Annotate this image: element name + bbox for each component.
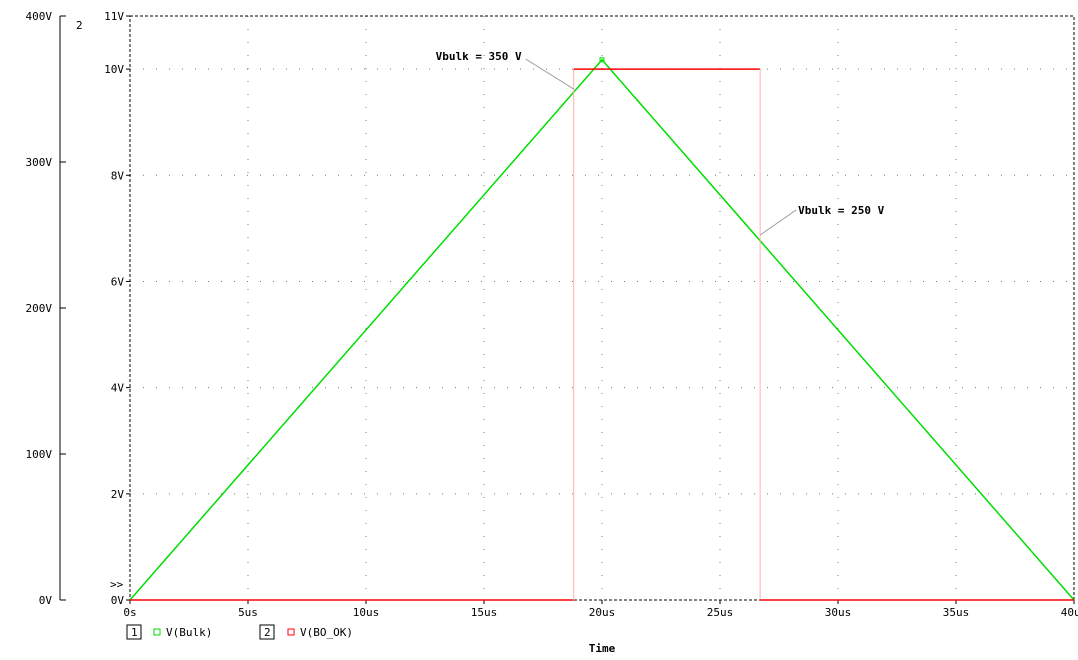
axis2-tick-label: 6V [111, 275, 125, 288]
legend: 1 V(Bulk) 2 V(BO_OK) [126, 624, 353, 640]
axis2-tick-label: 2V [111, 488, 125, 501]
axis1-ticks: 0V 100V 200V 300V 400V [26, 10, 66, 607]
series-layer [129, 57, 1075, 601]
annotation-350-label: Vbulk = 350 V [436, 50, 522, 63]
x-tick-label: 25us [707, 606, 734, 619]
x-tick-label: 15us [471, 606, 498, 619]
axis2-tick-label: 11V [104, 10, 124, 23]
annotation-350-leader [525, 58, 574, 90]
axis1-tick-label: 400V [26, 10, 53, 23]
x-tick-label: 10us [353, 606, 380, 619]
annotation-250-label: Vbulk = 250 V [798, 204, 884, 217]
annotation-250-leader [759, 209, 797, 236]
axis1-id-label: 2 [76, 19, 83, 32]
axis1-tick-label: 300V [26, 156, 53, 169]
axis2-tick-label: 8V [111, 169, 125, 182]
axis2-tick-label: 0V [111, 594, 125, 607]
plot-frame [129, 15, 1075, 601]
series-bulk-line [129, 58, 1075, 601]
legend-marker-bo-ok [287, 628, 295, 636]
axis1-tick-label: 200V [26, 302, 53, 315]
x-tick-label: 30us [825, 606, 852, 619]
legend-box-1-label: 1 [131, 626, 138, 639]
legend-label-bo-ok: V(BO_OK) [300, 626, 353, 639]
axis1-tick-label: 0V [39, 594, 53, 607]
axis2-ticks: 0V 2V 4V 6V 8V 10V 11V [104, 10, 130, 607]
axis2-tick-label: 10V [104, 63, 124, 76]
x-tick-label: 20us [589, 606, 616, 619]
x-tick-label: 35us [943, 606, 970, 619]
legend-label-bulk: V(Bulk) [166, 626, 212, 639]
annotations: Vbulk = 350 V Vbulk = 250 V [436, 50, 885, 236]
x-tick-label: 40us [1061, 606, 1078, 619]
axis2-tick-label: 4V [111, 382, 125, 395]
axis2-marker: >> [110, 578, 124, 591]
x-axis-ticks: 0s 5us 10us 15us 20us 25us 30us 35us 40us [123, 600, 1078, 619]
axis1-tick-label: 100V [26, 448, 53, 461]
x-tick-label: 5us [238, 606, 258, 619]
legend-marker-bulk [153, 628, 161, 636]
legend-box-2 [259, 624, 275, 640]
x-axis-title: Time [589, 642, 616, 655]
grid [130, 16, 1074, 600]
x-tick-label: 0s [123, 606, 136, 619]
legend-box-1 [126, 624, 142, 640]
legend-box-2-label: 2 [264, 626, 271, 639]
series-bulk-peak-marker [599, 57, 605, 63]
